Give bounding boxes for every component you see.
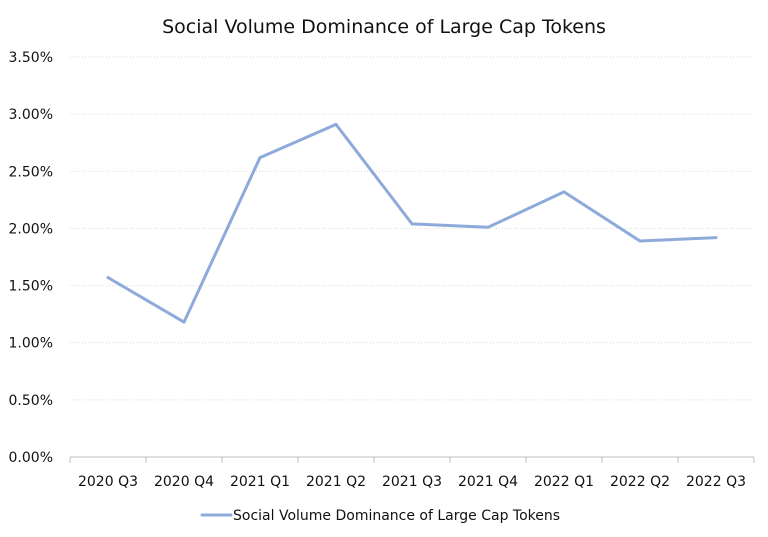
axis-layer: 0.00% 0.50% 1.00% 1.50% 2.00% 2.50% 3.00% 3.50%… bbox=[9, 50, 755, 490]
data-point bbox=[562, 190, 566, 194]
y-tick-label: 2.00% bbox=[9, 221, 53, 237]
y-tick-label: 0.00% bbox=[9, 450, 53, 466]
grid-layer bbox=[70, 56, 754, 401]
y-tick-label: 2.50% bbox=[9, 164, 53, 180]
y-tick-label: 1.00% bbox=[9, 336, 53, 352]
chart-title: Social Volume Dominance of Large Cap Tok… bbox=[162, 16, 606, 38]
x-tick-label: 2021 Q2 bbox=[306, 474, 366, 490]
data-point bbox=[334, 122, 338, 126]
x-tick-label: 2020 Q3 bbox=[78, 474, 138, 490]
data-point bbox=[182, 320, 186, 324]
x-tick-label: 2022 Q1 bbox=[534, 474, 594, 490]
data-point bbox=[410, 222, 414, 226]
legend-label: Social Volume Dominance of Large Cap Tok… bbox=[233, 508, 560, 524]
x-tick-label: 2021 Q4 bbox=[458, 474, 518, 490]
data-point bbox=[638, 239, 642, 243]
y-tick-label: 3.50% bbox=[9, 50, 53, 66]
series-layer bbox=[106, 122, 718, 324]
data-point bbox=[258, 156, 262, 160]
legend: Social Volume Dominance of Large Cap Tok… bbox=[200, 508, 560, 524]
data-point bbox=[714, 236, 718, 240]
y-tick-label: 3.00% bbox=[9, 107, 53, 123]
data-point bbox=[486, 225, 490, 229]
x-tick-label: 2021 Q1 bbox=[230, 474, 290, 490]
x-tick-label: 2021 Q3 bbox=[382, 474, 442, 490]
y-tick-label: 0.50% bbox=[9, 393, 53, 409]
x-tick-label: 2020 Q4 bbox=[154, 474, 214, 490]
data-point bbox=[106, 276, 110, 280]
x-tick-label: 2022 Q2 bbox=[610, 474, 670, 490]
x-tick-label: 2022 Q3 bbox=[686, 474, 746, 490]
y-tick-label: 1.50% bbox=[9, 279, 53, 295]
